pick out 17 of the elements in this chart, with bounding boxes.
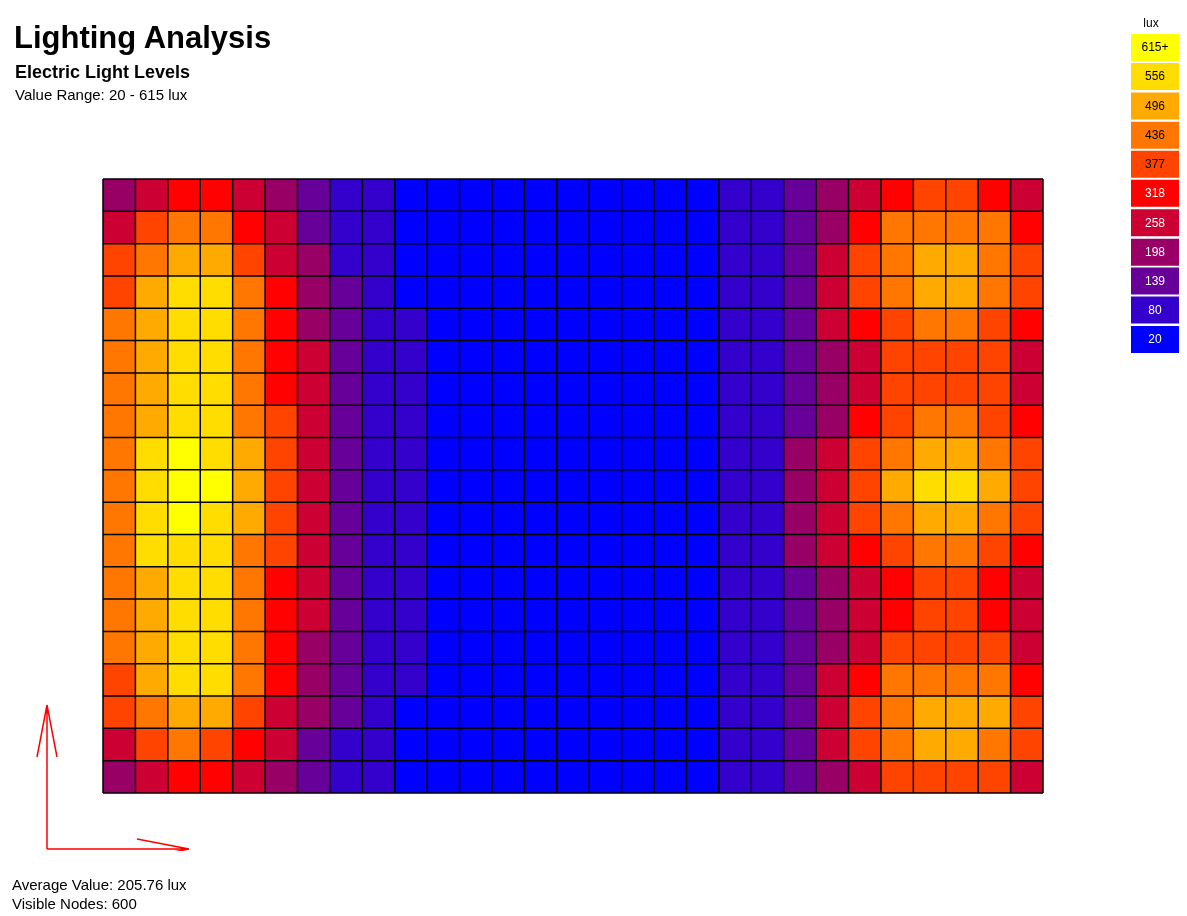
color-bar-label: 496 [1144,98,1166,113]
color-bar-label: 615+ [1141,40,1169,55]
color-bar-label: 139 [1144,273,1166,288]
text: Average Value: 205.76 lux [12,876,187,893]
text: Value Range: 20 - 615 lux [15,86,188,103]
color-bar-label: 258 [1144,215,1166,230]
color-bar-label: 20 [1148,332,1162,347]
chart-title: Lighting Analysis [14,20,272,56]
color-bar-label: 318 [1144,186,1166,201]
color-bar-label: 80 [1148,302,1162,317]
color-bar-label: 436 [1144,128,1166,143]
color-bar-label: 198 [1144,244,1166,259]
chart-subtitle: Electric Light Levels [15,62,191,83]
color-bar-label: 556 [1144,69,1166,84]
color-bar-title: lux [1142,16,1160,30]
text: Visible Nodes: 600 [12,895,137,912]
color-bar-label: 377 [1144,157,1166,172]
